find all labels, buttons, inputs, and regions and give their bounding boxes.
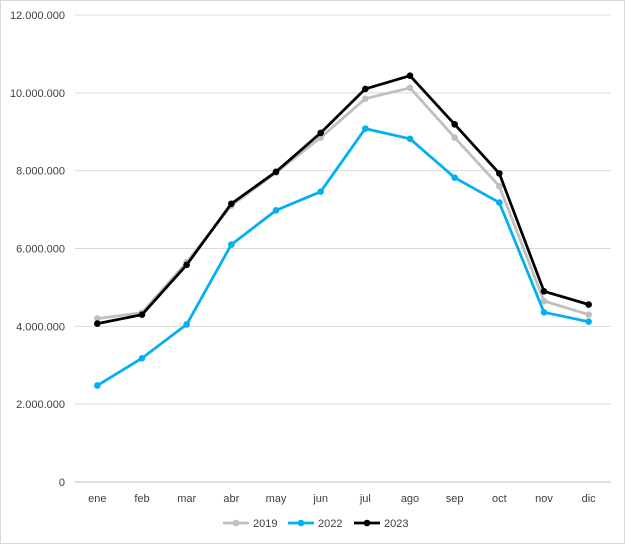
legend-label: 2023	[384, 518, 408, 530]
data-point	[406, 84, 414, 92]
legend-marker	[363, 519, 371, 527]
series-line	[95, 127, 591, 387]
legend-label: 2022	[318, 518, 342, 530]
data-point	[540, 288, 548, 295]
data-point	[317, 188, 324, 195]
series-line	[95, 86, 591, 320]
data-point	[496, 170, 503, 177]
data-point	[451, 121, 458, 128]
data-point	[272, 168, 280, 176]
series-2022	[94, 125, 592, 389]
series-2023	[94, 72, 592, 327]
data-point	[451, 134, 458, 141]
x-tick-label: oct	[492, 493, 507, 505]
data-point	[585, 318, 592, 325]
data-point	[496, 199, 503, 206]
data-point	[94, 320, 101, 327]
y-axis-tick-labels: 0 2.000.000 4.000.000 6.000.000 8.000.000 10.…	[10, 10, 65, 489]
data-point	[585, 311, 592, 318]
legend: 2019 2022 2023	[223, 518, 408, 530]
data-point	[362, 125, 369, 132]
data-point	[94, 315, 101, 322]
x-tick-label: sep	[446, 493, 464, 505]
data-point	[362, 85, 369, 93]
data-point	[138, 311, 146, 318]
legend-item: 2022	[288, 518, 342, 530]
data-point	[585, 301, 592, 308]
y-tick-label: 2.000.000	[16, 399, 65, 411]
data-point	[228, 241, 235, 248]
legend-marker	[232, 519, 240, 527]
data-point	[138, 354, 146, 362]
data-point	[183, 261, 190, 269]
data-point	[540, 297, 548, 305]
legend-label: 2019	[253, 518, 277, 530]
legend-item: 2019	[223, 518, 277, 530]
data-point	[406, 135, 414, 143]
legend-marker	[297, 519, 305, 527]
y-tick-label: 4.000.000	[16, 321, 65, 333]
gridlines	[75, 14, 611, 483]
y-tick-label: 0	[59, 477, 65, 489]
x-tick-label: jun	[312, 493, 328, 505]
y-tick-label: 6.000.000	[16, 244, 65, 256]
data-point	[540, 309, 548, 316]
data-point	[406, 72, 414, 80]
series-lines	[94, 72, 592, 389]
data-point	[94, 382, 101, 389]
x-tick-label: dic	[582, 493, 597, 505]
legend-item: 2023	[354, 518, 408, 530]
series-line	[95, 74, 591, 325]
x-axis-tick-labels: ene feb mar abr may jun jul ago sep oct nov dic	[88, 493, 596, 505]
y-tick-label: 10.000.000	[10, 88, 65, 100]
x-tick-label: feb	[134, 493, 149, 505]
x-tick-label: may	[266, 493, 287, 505]
data-point	[496, 182, 503, 190]
data-point	[317, 129, 324, 137]
x-tick-label: mar	[177, 493, 196, 505]
x-tick-label: jul	[359, 493, 371, 505]
x-tick-label: nov	[535, 493, 553, 505]
y-tick-label: 12.000.000	[10, 10, 65, 22]
data-point	[362, 95, 369, 102]
x-tick-label: abr	[223, 493, 239, 505]
data-point	[183, 321, 190, 328]
data-point	[228, 200, 235, 208]
x-tick-label: ago	[401, 493, 419, 505]
x-tick-label: ene	[88, 493, 106, 505]
data-point	[272, 207, 280, 214]
y-tick-label: 8.000.000	[16, 166, 65, 178]
data-point	[451, 174, 458, 181]
